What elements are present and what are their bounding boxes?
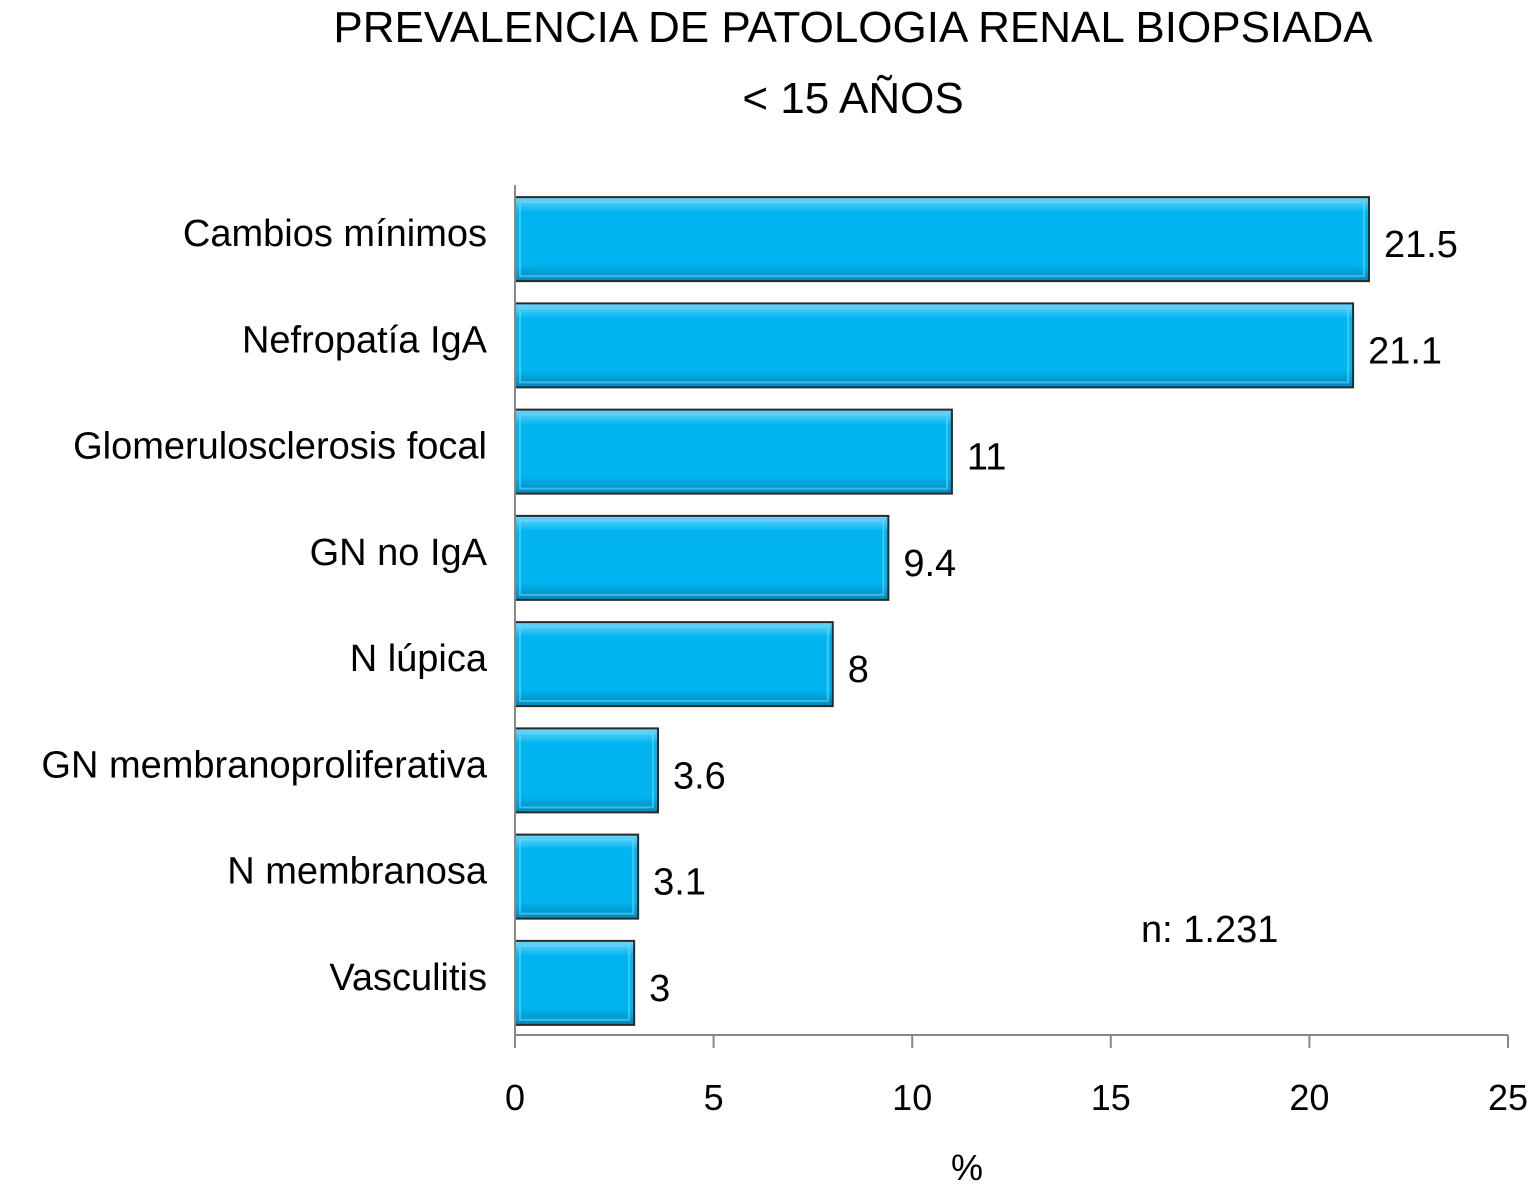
bar-bevel	[519, 519, 885, 596]
category-label: GN membranoproliferativa	[41, 744, 487, 786]
data-label: 21.5	[1384, 224, 1458, 266]
bar	[514, 302, 1355, 389]
x-tick-label: 0	[505, 1077, 525, 1118]
bar-bevel	[519, 732, 654, 809]
bar-bevel	[519, 413, 948, 490]
bar	[514, 621, 834, 708]
bar-bevel	[519, 626, 829, 703]
x-tick-label: 20	[1289, 1077, 1329, 1118]
chart-title: PREVALENCIA DE PATOLOGIA RENAL BIOPSIADA	[333, 3, 1373, 52]
data-label: 21.1	[1368, 330, 1442, 372]
chart-subtitle: < 15 AÑOS	[742, 73, 963, 123]
category-label: N membranosa	[227, 851, 488, 893]
data-label: 11	[967, 437, 1006, 479]
bar	[514, 939, 636, 1026]
category-label: Vasculitis	[329, 957, 487, 999]
category-label: Glomerulosclerosis focal	[73, 426, 487, 468]
category-label: GN no IgA	[310, 532, 488, 574]
category-label: Nefropatía IgA	[242, 319, 488, 361]
data-label: 8	[848, 649, 869, 691]
data-label: 9.4	[903, 543, 956, 585]
bar	[514, 833, 640, 920]
category-label: N lúpica	[350, 638, 488, 680]
x-tick-label: 15	[1091, 1077, 1131, 1118]
x-tick-label: 10	[892, 1077, 932, 1118]
bar-bevel	[519, 838, 635, 915]
bar	[514, 196, 1370, 283]
data-label: 3.1	[653, 862, 706, 904]
bar-bevel	[519, 944, 631, 1021]
x-tick-label: 5	[704, 1077, 724, 1118]
x-tick-label: 25	[1488, 1077, 1528, 1118]
category-label: Cambios mínimos	[183, 213, 487, 255]
bar	[514, 408, 953, 495]
data-label: 3.6	[673, 755, 726, 797]
bar-bevel	[519, 201, 1365, 278]
bar-bevel	[519, 307, 1350, 384]
sample-size-note: n: 1.231	[1141, 909, 1278, 951]
x-axis-title: %	[951, 1147, 983, 1188]
data-label: 3	[649, 968, 670, 1010]
bar	[514, 514, 890, 601]
bar	[514, 727, 659, 814]
